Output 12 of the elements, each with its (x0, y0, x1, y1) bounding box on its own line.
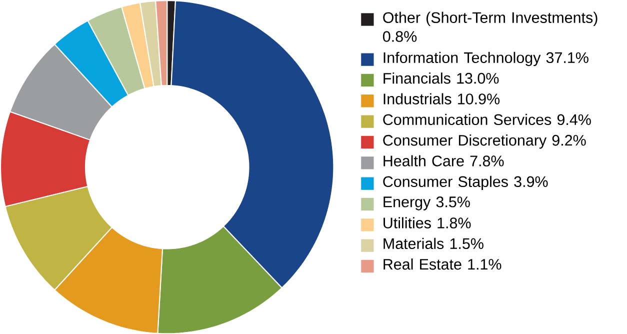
legend-label: Health Care 7.8% (384, 155, 504, 166)
legend-label: Energy 3.5% (384, 196, 470, 210)
legend-label: Materials 1.5% (384, 238, 484, 249)
legend-label: Other (Short-Term Investments) 0.8% (382, 12, 598, 42)
legend-label: Utilities 1.8% (384, 217, 471, 228)
legend-label: Industrials 10.9% (384, 93, 500, 104)
legend-label: Consumer Staples 3.9% (383, 176, 548, 190)
legend-label: Real Estate 1.1% (384, 258, 502, 270)
legend-label: Communication Services 9.4% (383, 114, 591, 125)
legend-label: Consumer Discretionary 9.2% (383, 134, 586, 149)
legend-label: Information Technology 37.1% (384, 52, 588, 66)
legend-label: Financials 13.0% (384, 72, 499, 84)
